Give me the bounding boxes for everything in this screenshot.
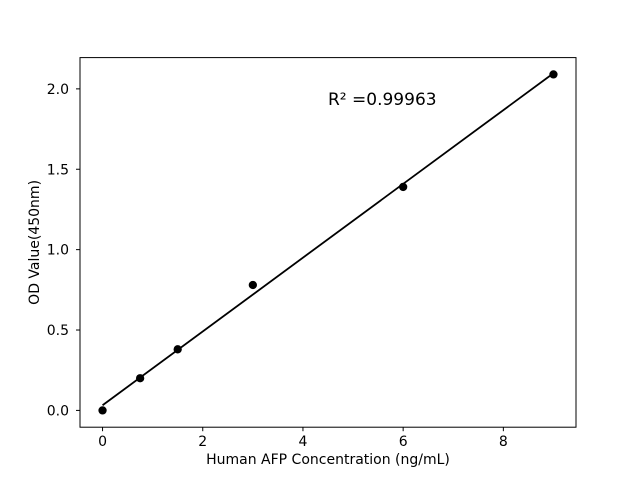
x-tick-label: 8: [499, 434, 508, 450]
y-tick-label: 1.0: [47, 243, 69, 259]
x-axis-ticks: 0 2 4 6 8: [98, 427, 508, 450]
data-point-marker: [135, 374, 145, 383]
data-point-marker: [98, 406, 107, 415]
x-tick-label: 6: [399, 434, 408, 450]
y-tick-label: 1.5: [47, 162, 69, 178]
r-squared-annotation: R² =0.99963: [328, 90, 437, 110]
y-axis-ticks: 0.0 0.5 1.0 1.5 2.0: [47, 82, 80, 419]
y-tick-label: 2.0: [47, 82, 69, 98]
plot-frame: [79, 57, 577, 428]
data-points: [98, 70, 558, 415]
plot-area: [80, 57, 576, 428]
x-axis-label: Human AFP Concentration (ng/mL): [206, 452, 450, 468]
x-tick-label: 2: [198, 434, 207, 450]
data-point-marker: [549, 70, 558, 79]
data-point-marker: [248, 280, 257, 290]
y-tick-label: 0.5: [47, 323, 69, 339]
y-tick-label: 0.0: [47, 403, 69, 419]
x-tick-label: 4: [298, 434, 307, 450]
x-tick-label: 0: [98, 434, 107, 450]
data-point-marker: [173, 345, 182, 354]
data-point-marker: [399, 182, 408, 192]
y-axis-label: OD Value(450nm): [27, 180, 43, 305]
